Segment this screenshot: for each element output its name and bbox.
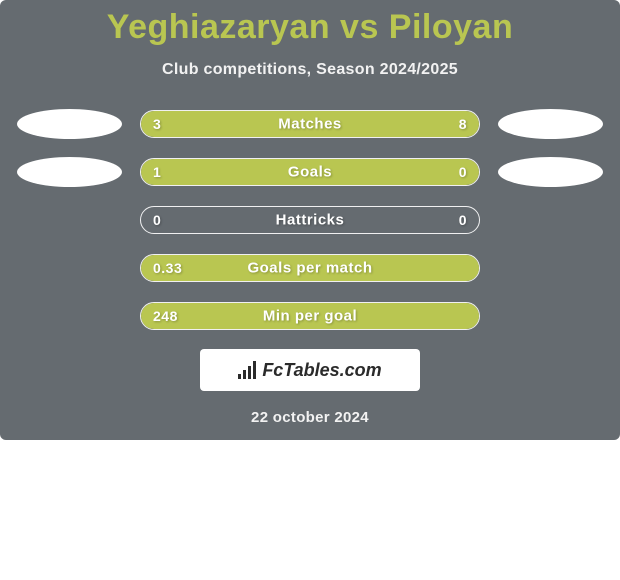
- stat-label: Goals per match: [247, 260, 372, 277]
- right-badge: [498, 301, 603, 331]
- stat-bar: 3 8 Matches: [140, 110, 480, 138]
- value-right: 8: [459, 116, 467, 132]
- value-left: 1: [153, 164, 161, 180]
- right-badge: [498, 253, 603, 283]
- left-badge: [17, 205, 122, 235]
- date: 22 october 2024: [0, 409, 620, 426]
- stat-row: 1 0 Goals: [0, 157, 620, 187]
- right-badge: [498, 109, 603, 139]
- left-badge: [17, 157, 122, 187]
- bar-left-fill: [141, 159, 411, 185]
- stat-label: Goals: [288, 164, 332, 181]
- stat-row: 0 0 Hattricks: [0, 205, 620, 235]
- value-left: 248: [153, 308, 178, 324]
- right-badge: [498, 157, 603, 187]
- value-left: 0: [153, 212, 161, 228]
- stat-label: Hattricks: [276, 212, 345, 229]
- bar-right-fill: [411, 159, 479, 185]
- branding-text: FcTables.com: [262, 360, 381, 381]
- value-left: 0.33: [153, 260, 182, 276]
- subtitle: Club competitions, Season 2024/2025: [0, 61, 620, 79]
- branding-badge: FcTables.com: [200, 349, 420, 391]
- value-left: 3: [153, 116, 161, 132]
- stat-bar: 1 0 Goals: [140, 158, 480, 186]
- value-right: 0: [459, 164, 467, 180]
- stat-label: Matches: [278, 116, 342, 133]
- value-right: 0: [459, 212, 467, 228]
- left-badge: [17, 109, 122, 139]
- stat-row: 0.33 Goals per match: [0, 253, 620, 283]
- stat-bar: 0.33 Goals per match: [140, 254, 480, 282]
- bar-right-fill: [229, 111, 479, 137]
- branding-bar-icon: [238, 361, 256, 379]
- right-badge: [498, 205, 603, 235]
- stat-row: 248 Min per goal: [0, 301, 620, 331]
- stat-rows: 3 8 Matches 1 0 Goals 0 0 Hattricks 0.33 Goals per…: [0, 109, 620, 331]
- stat-label: Min per goal: [263, 308, 357, 325]
- left-badge: [17, 301, 122, 331]
- left-badge: [17, 253, 122, 283]
- stat-bar: 248 Min per goal: [140, 302, 480, 330]
- comparison-card: Yeghiazaryan vs Piloyan Club competition…: [0, 0, 620, 440]
- title: Yeghiazaryan vs Piloyan: [0, 0, 620, 47]
- stat-bar: 0 0 Hattricks: [140, 206, 480, 234]
- stat-row: 3 8 Matches: [0, 109, 620, 139]
